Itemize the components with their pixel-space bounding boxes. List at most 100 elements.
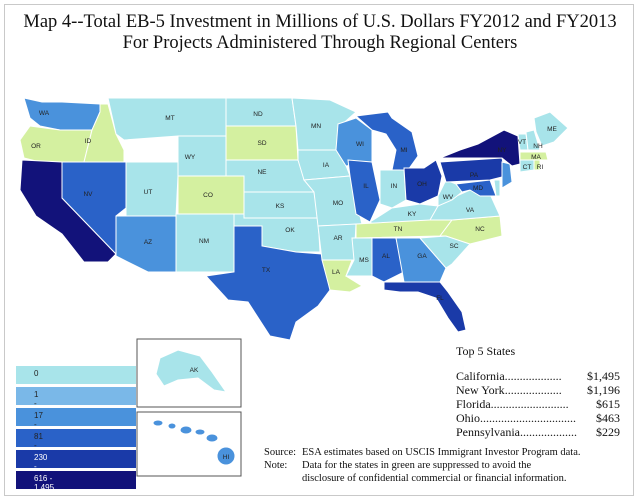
label-nh: NH xyxy=(533,143,543,150)
state-hi xyxy=(152,419,236,466)
title-line-2: For Projects Administered Through Region… xyxy=(122,33,518,53)
state-nh xyxy=(525,129,541,151)
label-ar: AR xyxy=(333,235,342,242)
state-ar xyxy=(317,223,357,261)
top-5-value: $1,495 xyxy=(587,369,620,383)
hawaii-inset xyxy=(136,411,242,477)
label-ga: GA xyxy=(417,253,427,260)
note-line-2: disclosure of confidential commercial or… xyxy=(264,472,634,485)
top-5-state: Ohio................................ xyxy=(456,411,576,425)
state-oh xyxy=(403,159,443,205)
label-hi: HI xyxy=(223,454,230,461)
source-text: ESA estimates based on USCIS Immigrant I… xyxy=(302,447,581,458)
state-pa xyxy=(439,157,507,183)
label-mo: MO xyxy=(333,200,343,207)
label-me: ME xyxy=(547,126,557,133)
legend-swatch xyxy=(16,408,136,426)
top-5-state: Pennsylvania................... xyxy=(456,425,577,439)
label-nm: NM xyxy=(199,238,209,245)
map-title: Map 4--Total EB-5 Investment in Millions… xyxy=(0,12,640,54)
label-oh: OH xyxy=(417,181,427,188)
state-ma xyxy=(519,151,549,161)
label-ky: KY xyxy=(408,211,417,218)
top-5-value: $615 xyxy=(596,397,620,411)
top-5-row: Florida.......................... $615 xyxy=(456,397,620,411)
label-ak: AK xyxy=(190,367,199,374)
label-mt: MT xyxy=(165,115,174,122)
legend-label: 616 - 1,495 xyxy=(34,474,55,492)
state-in xyxy=(379,169,407,209)
label-or: OR xyxy=(31,143,41,150)
label-ny: NY xyxy=(497,147,507,154)
label-ma: MA xyxy=(531,154,541,161)
top-5-state: California................... xyxy=(456,369,562,383)
legend-swatch xyxy=(16,471,136,489)
label-az: AZ xyxy=(144,239,152,246)
label-ia: IA xyxy=(323,162,330,169)
states-layer xyxy=(19,97,569,341)
state-al xyxy=(371,237,405,283)
legend-label: 0 xyxy=(34,369,39,378)
label-wv: WV xyxy=(443,194,454,201)
source-line: Source: ESA estimates based on USCIS Immi… xyxy=(264,446,634,459)
state-tx xyxy=(204,225,331,341)
top-5-row: Ohio................................ $463 xyxy=(456,411,620,425)
label-al: AL xyxy=(382,253,390,260)
label-in: IN xyxy=(391,183,398,190)
label-ks: KS xyxy=(276,203,285,210)
state-ms xyxy=(345,237,373,277)
label-wa: WA xyxy=(39,110,50,117)
label-va: VA xyxy=(466,207,475,214)
label-tx: TX xyxy=(262,267,271,274)
label-mi: MI xyxy=(400,147,407,154)
label-ri: RI xyxy=(537,164,544,171)
label-ok: OK xyxy=(285,227,295,234)
legend-swatch xyxy=(16,429,136,447)
label-tn: TN xyxy=(394,226,403,233)
legend-swatch xyxy=(16,366,136,384)
legend-swatch xyxy=(16,450,136,468)
label-ut: UT xyxy=(144,189,153,196)
state-la xyxy=(321,259,364,293)
state-me xyxy=(533,111,569,147)
source-note: Source: ESA estimates based on USCIS Immi… xyxy=(264,446,634,485)
label-ct: CT xyxy=(523,164,532,171)
state-nj xyxy=(501,161,513,189)
state-ut xyxy=(125,161,179,217)
state-wa xyxy=(23,97,101,131)
state-de xyxy=(493,179,501,197)
label-nv: NV xyxy=(83,191,93,198)
label-co: CO xyxy=(203,192,213,199)
state-fl xyxy=(383,281,467,333)
label-ne: NE xyxy=(257,169,267,176)
legend-swatch xyxy=(16,387,136,405)
label-fl: FL xyxy=(436,295,444,302)
source-key: Source: xyxy=(264,447,297,458)
top-5-heading: Top 5 States xyxy=(456,344,516,358)
label-pa: PA xyxy=(470,172,479,179)
label-md: MD xyxy=(473,185,483,192)
top-5-states-table: Top 5 States California.................… xyxy=(456,344,620,439)
label-ms: MS xyxy=(359,257,369,264)
label-nd: ND xyxy=(253,111,263,118)
label-sc: SC xyxy=(449,243,458,250)
note-key: Note: xyxy=(264,460,288,471)
top-5-value: $1,196 xyxy=(587,383,620,397)
label-wi: WI xyxy=(356,141,364,148)
note-line: Note: Data for the states in green are su… xyxy=(264,459,634,472)
note-text-1: Data for the states in green are suppres… xyxy=(302,460,532,471)
top-5-row: New York................... $1,196 xyxy=(456,383,620,397)
top-5-state: New York................... xyxy=(456,383,562,397)
label-la: LA xyxy=(332,269,341,276)
top-5-value: $463 xyxy=(596,411,620,425)
title-line-1: Map 4--Total EB-5 Investment in Millions… xyxy=(23,12,617,32)
label-wy: WY xyxy=(185,154,196,161)
label-sd: SD xyxy=(257,140,266,147)
top-5-state: Florida.......................... xyxy=(456,397,569,411)
state-labels: WA OR ID NV MT WY UT AZ CO NM ND SD NE K… xyxy=(31,110,557,302)
top-5-row: Pennsylvania................... $229 xyxy=(456,425,620,439)
label-mn: MN xyxy=(311,123,321,130)
note-text-2: disclosure of confidential commercial or… xyxy=(302,473,567,484)
label-id: ID xyxy=(85,138,92,145)
